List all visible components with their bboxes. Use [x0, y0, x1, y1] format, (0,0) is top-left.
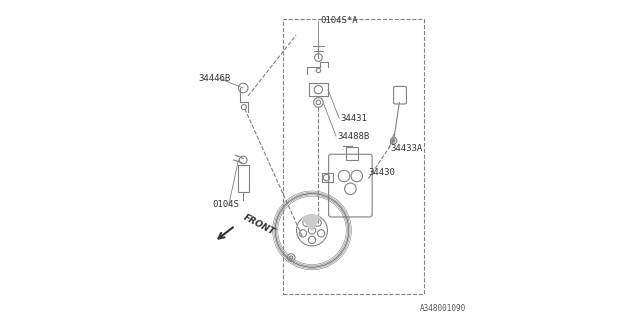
- Circle shape: [300, 230, 307, 237]
- Bar: [321, 173, 333, 182]
- Text: 34431: 34431: [340, 114, 367, 123]
- Circle shape: [308, 236, 316, 244]
- Text: 0104S: 0104S: [212, 200, 239, 209]
- Text: 0104S*A: 0104S*A: [320, 16, 358, 25]
- Text: 34446B: 34446B: [198, 74, 230, 83]
- Text: FRONT: FRONT: [242, 212, 276, 237]
- Circle shape: [314, 219, 321, 226]
- Bar: [283, 19, 424, 294]
- Circle shape: [303, 219, 310, 226]
- Text: 34433A: 34433A: [390, 144, 422, 153]
- Text: A348001090: A348001090: [420, 304, 467, 313]
- Bar: [346, 147, 358, 160]
- Polygon shape: [302, 215, 320, 230]
- Text: 34430: 34430: [368, 168, 395, 177]
- Text: 34488B: 34488B: [338, 132, 370, 140]
- Circle shape: [317, 230, 324, 237]
